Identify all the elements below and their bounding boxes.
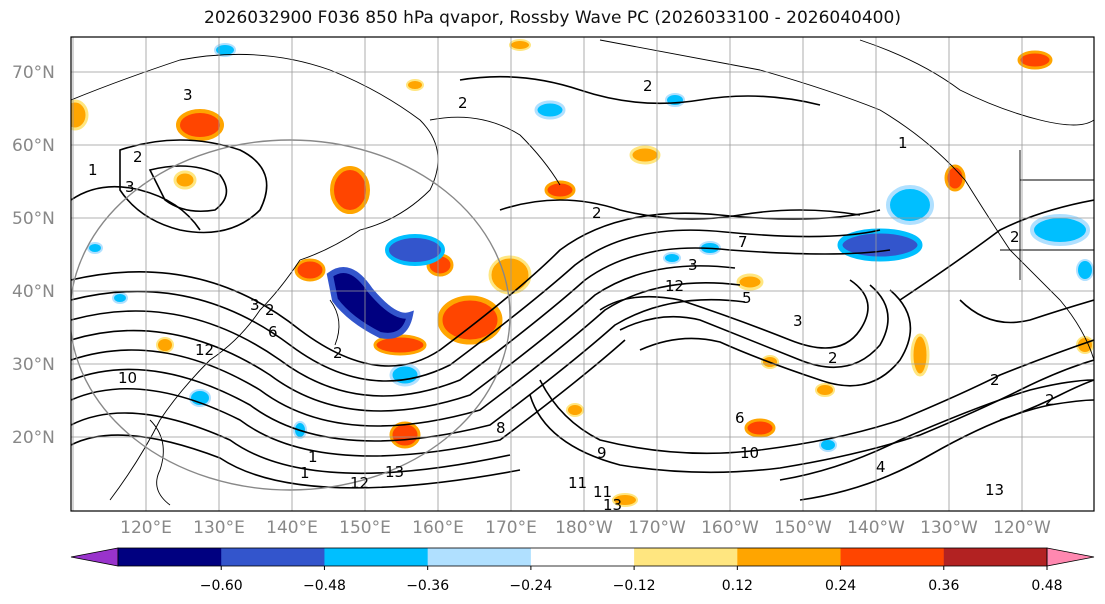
- lon-label: 130°W: [920, 518, 978, 538]
- contour-label: 13: [385, 463, 404, 481]
- contour-label: 3: [250, 296, 260, 314]
- colorbar-border: [117, 547, 1048, 567]
- contour-label: 10: [740, 444, 759, 462]
- contour-label: 6: [735, 409, 745, 427]
- lon-label: 170°E: [485, 518, 537, 538]
- contour-label: 11: [568, 474, 587, 492]
- colorbar-tick-label: −0.36: [406, 578, 449, 594]
- contour-label: 3: [793, 312, 803, 330]
- colorbar-segment: [634, 548, 738, 566]
- colorbar-tick-label: −0.24: [509, 578, 552, 594]
- longitude-labels: 120°E 130°E 140°E 150°E 160°E 170°E 180°…: [120, 518, 1051, 538]
- map-frame: [70, 36, 1095, 512]
- contour-label: 2: [1045, 391, 1055, 409]
- lat-label: 70°N: [12, 63, 55, 83]
- contour-label: 4: [876, 458, 886, 476]
- contour-label: 2: [265, 301, 275, 319]
- contour-label: 1: [300, 464, 310, 482]
- colorbar-tick-label: 0.48: [1031, 578, 1062, 594]
- latitude-labels: 70°N 60°N 50°N 40°N 30°N 20°N: [12, 63, 55, 448]
- contour-label: 5: [742, 289, 752, 307]
- contour-label: 2: [592, 204, 602, 222]
- colorbar-segment: [737, 548, 842, 566]
- lon-label: 150°W: [774, 518, 832, 538]
- contour-label: 2: [828, 349, 838, 367]
- contour-label: 3: [183, 86, 193, 104]
- map-title: 2026032900 F036 850 hPa qvapor, Rossby W…: [204, 8, 901, 28]
- colorbar: −0.60 −0.48 −0.36 −0.24 −0.12 0.12 0.24 0.36 0.4…: [70, 547, 1095, 594]
- contour-label: 1: [88, 161, 98, 179]
- contour-label: 2: [133, 148, 143, 166]
- colorbar-segment: [118, 548, 222, 566]
- colorbar-extend-high: [1046, 547, 1095, 567]
- colorbar-tick-label: −0.48: [303, 578, 346, 594]
- lat-label: 40°N: [12, 282, 55, 302]
- contour-label: 10: [118, 369, 137, 387]
- colorbar-segment: [530, 548, 635, 566]
- lon-label: 130°E: [193, 518, 245, 538]
- colorbar-segment: [221, 548, 325, 566]
- graticule: [71, 37, 1094, 511]
- contour-label: 11: [593, 483, 612, 501]
- colorbar-segment: [943, 548, 1048, 566]
- lon-label: 160°E: [412, 518, 464, 538]
- lat-label: 60°N: [12, 136, 55, 156]
- lon-label: 180°W: [555, 518, 613, 538]
- contour-label: 12: [350, 474, 369, 492]
- colorbar-tick-label: −0.12: [613, 578, 656, 594]
- colorbar-extend-low: [70, 547, 119, 567]
- contour-label: 9: [597, 444, 607, 462]
- contour-label: 12: [665, 277, 684, 295]
- contour-label: 1: [308, 448, 318, 466]
- lon-label: 170°W: [628, 518, 686, 538]
- lon-label: 120°W: [993, 518, 1051, 538]
- contour-label: 2: [643, 77, 653, 95]
- contour-label-group: 2 2 2 2 2 3 1 1 2 3 1 2 3 7 5 12 3 2 6 9…: [88, 77, 1055, 514]
- pc-domain-circle: [71, 139, 511, 491]
- contour-label: 8: [496, 419, 506, 437]
- lat-label: 30°N: [12, 355, 55, 375]
- colorbar-tick-label: −0.60: [200, 578, 243, 594]
- contour-label: 6: [268, 323, 278, 341]
- contour-label: 2: [458, 94, 468, 112]
- contour-label: 2: [333, 344, 343, 362]
- lon-label: 140°W: [847, 518, 905, 538]
- lon-label: 150°E: [339, 518, 391, 538]
- colorbar-tick-label: 0.24: [825, 578, 856, 594]
- contour-label: 13: [985, 481, 1004, 499]
- contour-label: 1: [898, 134, 908, 152]
- lon-label: 160°W: [701, 518, 759, 538]
- colorbar-segment: [840, 548, 945, 566]
- colorbar-segment: [427, 548, 532, 566]
- map-background: [71, 37, 1094, 511]
- lon-label: 120°E: [120, 518, 172, 538]
- contour-label: 13: [603, 496, 622, 514]
- colorbar-tick-label: 0.12: [722, 578, 753, 594]
- lon-label: 140°E: [266, 518, 318, 538]
- lat-label: 50°N: [12, 209, 55, 229]
- colorbar-segment: [324, 548, 429, 566]
- negative-anomaly-shading: [87, 43, 1094, 452]
- contour-label: 3: [688, 256, 698, 274]
- contour-label: 3: [125, 178, 135, 196]
- contour-label: 2: [1010, 228, 1020, 246]
- coastlines: [71, 39, 1094, 506]
- contour-label: 2: [990, 371, 1000, 389]
- contour-label: 12: [195, 341, 214, 359]
- colorbar-tick-label: 0.36: [928, 578, 959, 594]
- lat-label: 20°N: [12, 428, 55, 448]
- positive-anomaly-shading: [71, 39, 1094, 507]
- contour-label: 7: [738, 233, 748, 251]
